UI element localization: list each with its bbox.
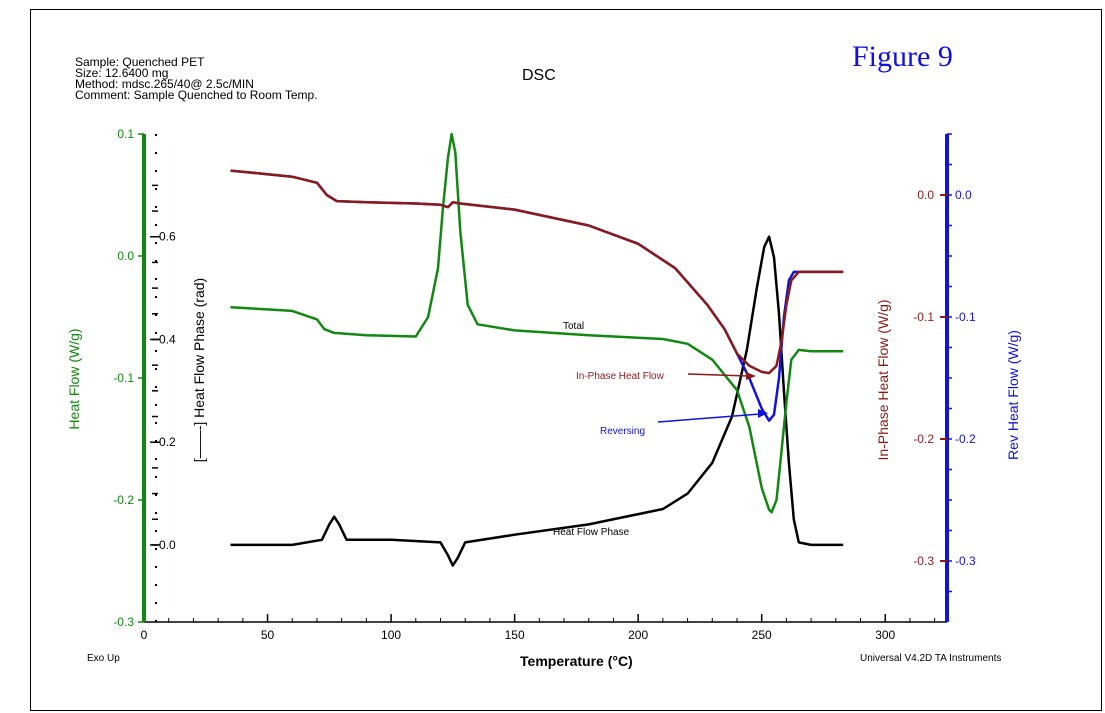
- x-tick-label: 250: [752, 628, 772, 642]
- heat-flow-phase-annotation: Heat Flow Phase: [553, 527, 630, 538]
- heat-flow-phase-line: [230, 235, 844, 567]
- exo-up-label: Exo Up: [87, 653, 120, 664]
- chart-title: DSC: [522, 67, 556, 84]
- heat-flow-tick-label: 0.1: [117, 127, 134, 141]
- total-heat-flow-line: [230, 132, 844, 514]
- x-tick-label: 50: [261, 628, 275, 642]
- reversing-arrowhead: [758, 409, 768, 418]
- rev-tick-label: -0.1: [955, 310, 976, 324]
- total-annotation: Total: [563, 321, 584, 332]
- phase-tick-label: 0.4: [159, 332, 176, 346]
- method-text: Method: mdsc.265/40@ 2.5c/MIN: [75, 77, 254, 91]
- chart-frame: [30, 9, 1102, 711]
- phase-axis-label: [——-] Heat Flow Phase (rad): [191, 278, 207, 462]
- x-tick-label: 100: [381, 628, 401, 642]
- x-tick-label: 200: [628, 628, 648, 642]
- sample-text: Sample: Quenched PET: [75, 55, 205, 69]
- x-axis-label: Temperature (°C): [520, 653, 633, 669]
- in-phase-annotation: In-Phase Heat Flow: [576, 371, 665, 382]
- rev-tick-label: 0.0: [955, 188, 972, 202]
- in-phase-tick-label: -0.2: [913, 432, 934, 446]
- phase-tick-label: 0.2: [159, 435, 176, 449]
- in-phase-heat-flow-line: [230, 169, 844, 375]
- heat-flow-tick-label: -0.3: [113, 615, 134, 629]
- rev-tick-label: -0.2: [955, 432, 976, 446]
- heat-flow-tick-label: -0.2: [113, 493, 134, 507]
- figure-label: Figure 9: [852, 40, 953, 73]
- in-phase-axis-label: In-Phase Heat Flow (W/g): [875, 299, 891, 460]
- heat-flow-axis-label: Heat Flow (W/g): [66, 328, 82, 429]
- reversing-annotation-arrow: [657, 413, 761, 423]
- comment-text: Comment: Sample Quenched to Room Temp.: [75, 88, 318, 102]
- phase-tick-label: 0.0: [159, 538, 176, 552]
- reversing-annotation: Reversing: [600, 426, 645, 437]
- in-phase-tick-label: 0.0: [917, 188, 934, 202]
- in-phase-tick-label: -0.1: [913, 310, 934, 324]
- size-text: Size: 12.6400 mg: [75, 66, 169, 80]
- heat-flow-tick-label: 0.0: [117, 249, 134, 263]
- x-tick-label: 150: [505, 628, 525, 642]
- rev-tick-label: -0.3: [955, 554, 976, 568]
- rev-axis-label: Rev Heat Flow (W/g): [1005, 330, 1021, 460]
- x-tick-label: 0: [141, 628, 148, 642]
- heat-flow-tick-label: -0.1: [113, 371, 134, 385]
- in-phase-annotation-arrow: [687, 373, 749, 377]
- in-phase-tick-label: -0.3: [913, 554, 934, 568]
- reversing-heat-flow-line: [230, 169, 844, 422]
- phase-tick-label: 0.6: [159, 230, 176, 244]
- software-label: Universal V4.2D TA Instruments: [860, 653, 1002, 664]
- in-phase-arrowhead: [746, 372, 756, 380]
- x-tick-label: 300: [875, 628, 895, 642]
